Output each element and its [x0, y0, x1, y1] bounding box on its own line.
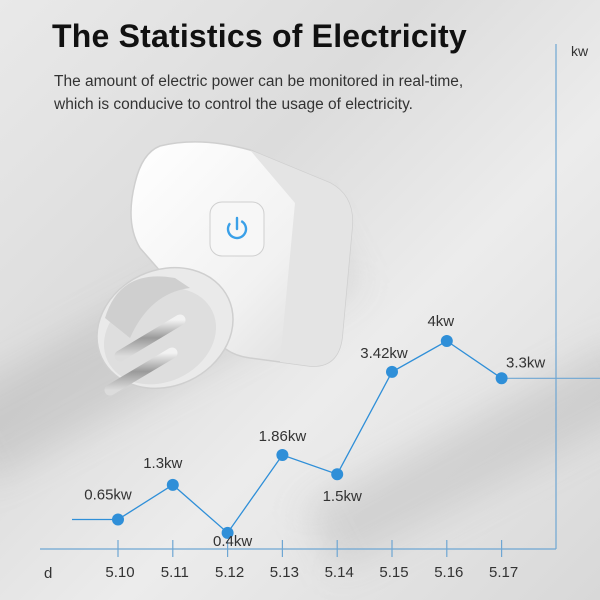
subtitle-line-1: The amount of electric power can be moni… — [54, 73, 464, 90]
x-tick-label: 5.14 — [325, 564, 354, 581]
x-tick-label: 5.17 — [489, 564, 518, 581]
x-tick-labels: 5.10 5.11 5.12 5.13 5.14 5.15 5.16 5.17 — [105, 564, 518, 581]
y-axis-label: kw — [571, 43, 589, 59]
power-button-icon — [226, 216, 248, 240]
data-label: 1.5kw — [323, 488, 362, 505]
data-label: 3.3kw — [506, 354, 545, 371]
data-label: 1.86kw — [259, 428, 307, 445]
x-tick-label: 5.10 — [105, 564, 134, 581]
data-point — [495, 372, 508, 385]
plug-pins — [104, 314, 186, 396]
subtitle-line-2: which is conducive to control the usage … — [54, 96, 413, 113]
data-labels: 0.65kw 1.3kw 0.4kw 1.86kw 1.5kw 3.42kw 4kw 3.3k… — [84, 313, 545, 550]
data-point — [276, 449, 289, 462]
chart-axes — [40, 44, 600, 550]
data-label: 0.4kw — [213, 533, 252, 550]
data-point — [166, 478, 179, 491]
x-tick-label: 5.11 — [161, 564, 189, 581]
page-subtitle: The amount of electric power can be moni… — [54, 70, 554, 116]
data-point — [221, 526, 234, 539]
x-tick-label: 5.16 — [434, 564, 463, 581]
page-title: The Statistics of Electricity — [52, 18, 467, 54]
x-axis-label: d — [44, 565, 52, 582]
data-point — [440, 335, 453, 347]
series-points — [112, 335, 508, 539]
data-label: 4kw — [427, 313, 454, 330]
data-label: 0.65kw — [84, 487, 132, 504]
data-label: 1.3kw — [143, 455, 182, 472]
data-point — [112, 513, 124, 526]
data-point — [386, 365, 398, 378]
smart-plug-image — [80, 128, 370, 428]
x-tick-label: 5.12 — [215, 564, 244, 581]
data-label: 3.42kw — [360, 345, 408, 362]
x-tick-label: 5.15 — [379, 564, 408, 581]
x-tick-label: 5.13 — [270, 564, 299, 581]
smart-plug-illustration — [96, 141, 354, 396]
data-point — [331, 468, 344, 481]
x-ticks — [117, 540, 503, 557]
